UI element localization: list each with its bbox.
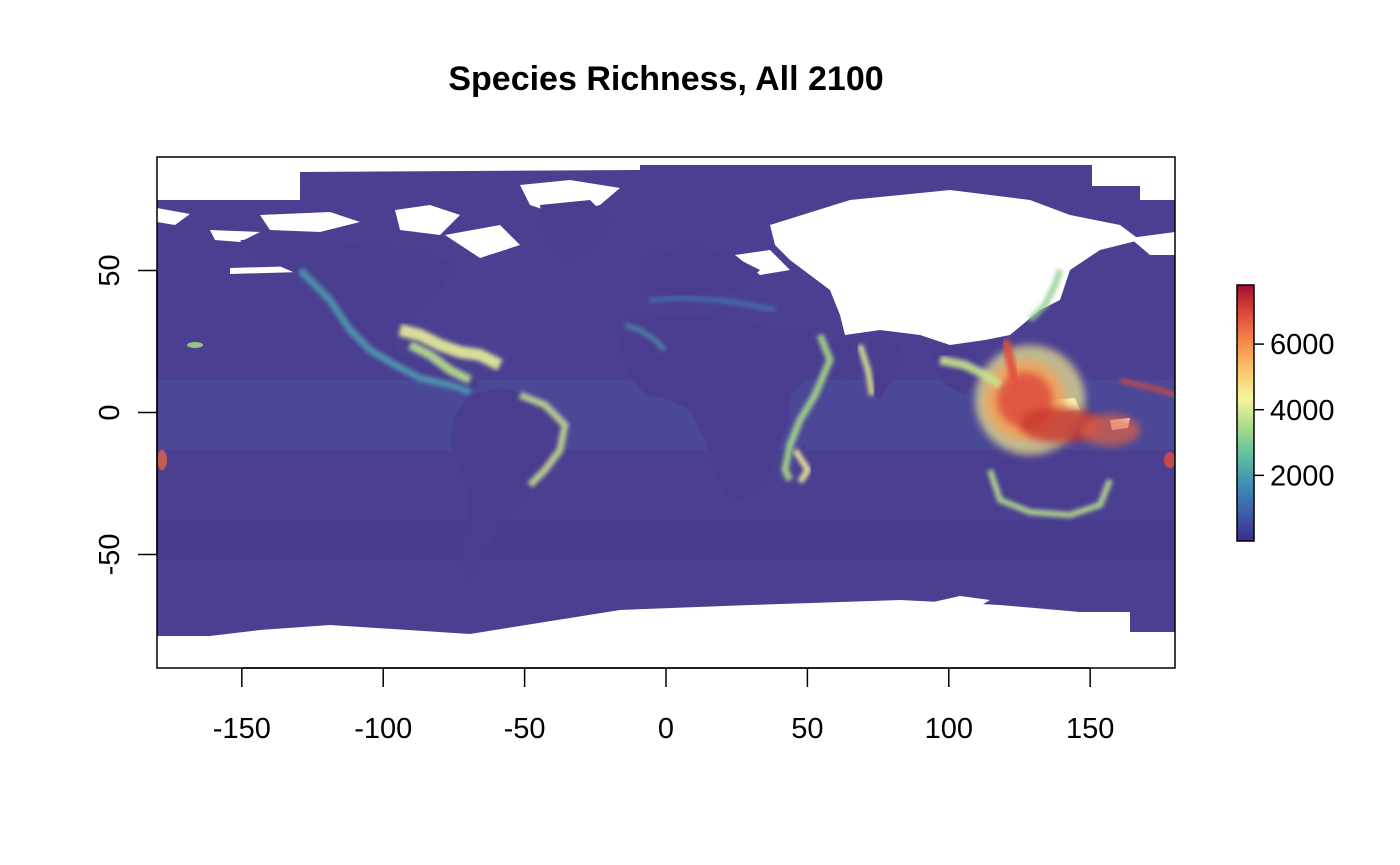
map-title: Species Richness, All 2100 xyxy=(448,60,883,98)
richness-hotspots xyxy=(157,267,1175,519)
colorbar-tick-label: 4000 xyxy=(1270,395,1335,427)
x-tick-label: 0 xyxy=(658,713,674,745)
colorbar-tick-label: 2000 xyxy=(1270,461,1335,493)
y-axis: 50 0 -50 xyxy=(94,254,158,575)
x-tick-label: -100 xyxy=(354,713,412,745)
y-tick-label: -50 xyxy=(94,533,126,575)
y-tick-label: 0 xyxy=(94,404,126,420)
ocean-southern-band xyxy=(157,520,1175,560)
x-axis: -150 -100 -50 0 50 100 150 xyxy=(213,667,1114,745)
x-tick-label: 50 xyxy=(791,713,823,745)
colorbar-ticks: 2000 4000 6000 xyxy=(1254,329,1335,493)
colorbar xyxy=(1236,284,1255,542)
x-tick-label: 150 xyxy=(1066,713,1114,745)
colorbar-legend: 2000 4000 6000 xyxy=(1236,284,1335,542)
x-tick-label: -150 xyxy=(213,713,271,745)
x-tick-label: -50 xyxy=(504,713,546,745)
y-tick-label: 50 xyxy=(94,254,126,286)
map-panel xyxy=(157,165,1175,668)
x-tick-label: 100 xyxy=(925,713,973,745)
colorbar-tick-label: 6000 xyxy=(1270,329,1335,361)
